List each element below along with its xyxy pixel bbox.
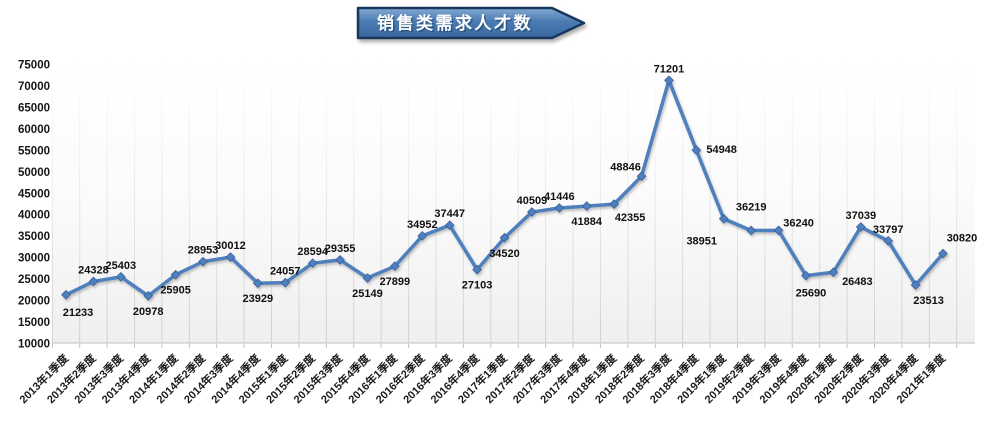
data-point-label: 25403 — [106, 260, 137, 272]
y-axis-label: 55000 — [18, 145, 50, 157]
data-point-label: 21233 — [63, 307, 94, 319]
data-point-marker — [252, 278, 263, 289]
data-point-marker — [362, 273, 373, 283]
y-axis-label: 60000 — [18, 124, 50, 136]
y-axis-label: 50000 — [18, 167, 50, 179]
data-point-label: 40509 — [517, 195, 548, 207]
y-axis-label: 70000 — [18, 81, 50, 93]
data-point-marker — [691, 145, 702, 155]
y-axis-label: 10000 — [18, 339, 50, 351]
data-point-marker — [718, 213, 729, 224]
axis-tick-marks — [51, 344, 958, 348]
data-point-label: 38951 — [686, 236, 717, 248]
data-point-marker — [746, 225, 757, 236]
data-point-marker — [801, 270, 811, 281]
data-series — [61, 75, 948, 301]
data-point-label: 37039 — [845, 210, 876, 222]
data-point-label: 25149 — [352, 288, 383, 300]
data-point-label: 71201 — [654, 63, 685, 75]
data-point-label: 24328 — [78, 264, 109, 276]
data-point-marker — [417, 231, 428, 241]
data-point-label: 28953 — [188, 245, 219, 257]
data-point-label: 41446 — [544, 191, 575, 203]
data-point-marker — [307, 258, 318, 269]
data-point-marker — [390, 261, 400, 272]
data-point-marker — [855, 222, 866, 232]
data-point-marker — [773, 225, 784, 236]
data-point-marker — [472, 264, 482, 275]
data-point-label: 27899 — [380, 276, 411, 288]
data-point-label: 34952 — [407, 219, 438, 231]
banner-arrow-shape — [356, 6, 586, 40]
data-point-marker — [609, 199, 619, 209]
y-axis-label: 15000 — [18, 317, 50, 329]
data-point-label: 34520 — [489, 248, 520, 260]
y-axis-labels: 10000 15000 20000 25000 30000 35000 40000 45000… — [18, 60, 50, 351]
chart-title-banner: 销售类需求人才数 销售类需求人才数 — [356, 6, 586, 40]
data-point-marker — [198, 256, 208, 267]
data-point-label: 27103 — [462, 280, 493, 292]
y-axis-label: 40000 — [18, 210, 50, 222]
data-point-marker — [143, 291, 154, 301]
data-point-label: 26483 — [842, 276, 873, 288]
x-axis-labels: 2013年1季度2013年2季度2013年3季度2013年4季度2014年1季度… — [16, 351, 949, 407]
data-point-label: 36240 — [783, 217, 814, 229]
data-point-label: 23513 — [913, 295, 944, 307]
data-point-label: 20978 — [133, 306, 164, 318]
data-point-marker — [938, 248, 948, 259]
data-point-marker — [88, 276, 99, 287]
data-point-marker — [115, 272, 126, 282]
data-point-marker — [554, 203, 565, 213]
data-point-marker — [828, 267, 839, 278]
data-point-marker — [61, 289, 71, 300]
data-point-label: 41884 — [571, 216, 602, 228]
data-point-label: 29355 — [325, 243, 356, 255]
data-point-label: 24057 — [270, 266, 301, 278]
data-point-marker — [883, 235, 894, 246]
data-point-label: 37447 — [434, 208, 465, 220]
data-point-label: 48846 — [610, 161, 641, 173]
data-point-marker — [499, 232, 510, 243]
y-axis-label: 30000 — [18, 253, 50, 265]
data-point-marker — [335, 255, 345, 265]
y-axis-label: 65000 — [18, 102, 50, 114]
data-point-label: 42355 — [615, 212, 646, 224]
gridlines — [51, 57, 958, 343]
data-point-label: 36219 — [736, 201, 767, 213]
data-point-label: 28594 — [297, 246, 328, 258]
data-point-label: 25905 — [160, 285, 191, 297]
data-point-marker — [527, 207, 537, 217]
data-point-label: 30012 — [215, 240, 246, 252]
data-point-label: 25690 — [796, 288, 827, 300]
data-point-label: 54948 — [706, 144, 737, 156]
data-point-label: 23929 — [243, 293, 274, 305]
data-point-label: 30820 — [947, 233, 978, 245]
data-point-marker — [664, 75, 674, 86]
y-axis-label: 20000 — [18, 296, 50, 308]
data-point-marker — [636, 171, 647, 182]
y-axis-label: 45000 — [18, 188, 50, 200]
data-point-marker — [225, 252, 236, 262]
data-point-marker — [444, 220, 455, 231]
y-axis-label: 75000 — [18, 60, 50, 72]
y-axis-label: 25000 — [18, 274, 50, 286]
data-point-marker — [910, 280, 921, 290]
data-point-marker — [280, 277, 291, 288]
series-markers — [61, 75, 948, 301]
plot-area — [52, 57, 975, 343]
data-point-marker — [170, 269, 181, 280]
y-axis-label: 35000 — [18, 231, 50, 243]
data-point-marker — [581, 201, 592, 212]
data-point-label: 33797 — [873, 224, 904, 236]
chart-title-shadow: 销售类需求人才数 — [379, 15, 535, 35]
chart-title: 销售类需求人才数 — [377, 13, 533, 33]
